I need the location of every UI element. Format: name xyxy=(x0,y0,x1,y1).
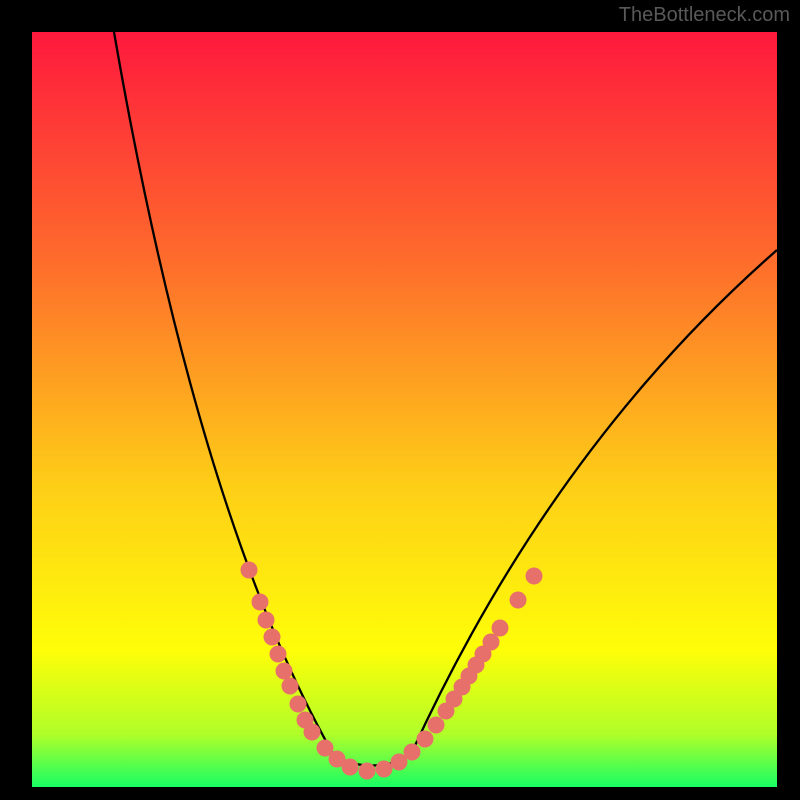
data-marker xyxy=(276,663,293,680)
data-marker xyxy=(526,568,543,585)
marker-group xyxy=(241,562,543,780)
data-marker xyxy=(376,761,393,778)
gradient-plot-area xyxy=(32,32,777,787)
data-marker xyxy=(342,759,359,776)
data-marker xyxy=(290,696,307,713)
data-marker xyxy=(359,763,376,780)
data-marker xyxy=(282,678,299,695)
data-marker xyxy=(428,717,445,734)
data-marker xyxy=(417,731,434,748)
data-marker xyxy=(270,646,287,663)
data-marker xyxy=(404,744,421,761)
data-marker xyxy=(510,592,527,609)
data-marker xyxy=(304,724,321,741)
data-marker xyxy=(492,620,509,637)
bottleneck-curve xyxy=(114,32,777,766)
chart-svg xyxy=(32,32,777,787)
data-marker xyxy=(483,634,500,651)
data-marker xyxy=(258,612,275,629)
data-marker xyxy=(252,594,269,611)
data-marker xyxy=(264,629,281,646)
watermark-text: TheBottleneck.com xyxy=(619,4,790,27)
data-marker xyxy=(241,562,258,579)
